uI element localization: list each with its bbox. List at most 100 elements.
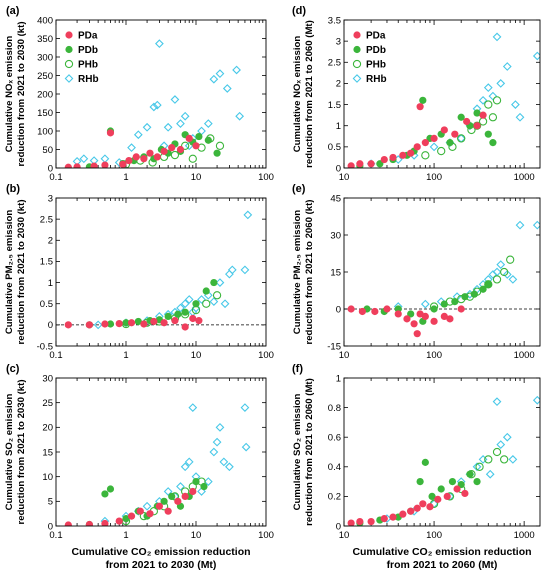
- plot-frame: [343, 19, 541, 169]
- y-tick-label: 100: [37, 126, 53, 137]
- data-point-pda: [73, 163, 81, 168]
- data-point-rhb: [197, 487, 206, 496]
- data-point-pda: [132, 153, 140, 161]
- y-axis-label-line: Cumulative PM₂.₅ emission: [292, 210, 303, 334]
- legend-marker-pda: [353, 31, 361, 39]
- y-tick-label: 0.8: [328, 403, 341, 414]
- data-point-pda: [90, 162, 98, 168]
- data-point-pdb: [419, 96, 427, 104]
- data-point-pdb: [430, 305, 438, 313]
- data-point-pdb: [484, 280, 492, 288]
- data-point-rhb: [232, 65, 241, 75]
- series-rhb: [382, 395, 540, 523]
- y-tick-label: 400: [37, 15, 53, 26]
- x-tick-label: 1: [123, 350, 128, 361]
- y-axis-label-line: reduction from 2021 to 2030 (kt): [16, 199, 27, 344]
- data-point-pda: [421, 139, 429, 147]
- data-point-rhb: [496, 260, 506, 269]
- data-point-pda: [403, 315, 411, 323]
- data-point-rhb: [420, 299, 430, 309]
- y-tick-label: 0.6: [328, 433, 341, 444]
- panel-c: (c) 0.1 1 10 100 0 5 10 15 20 25 30 Cumulative SO₂ e…: [4, 363, 274, 571]
- data-point-pdb: [484, 130, 492, 138]
- data-point-rhb: [508, 275, 518, 284]
- data-point-pdb: [394, 305, 402, 313]
- data-point-phb: [437, 146, 446, 156]
- y-axis-label-line: Cumulative PM₂.₅ emission: [4, 210, 15, 334]
- data-point-pdb: [428, 492, 436, 500]
- data-point-pda: [399, 510, 407, 518]
- y-tick-label: 0: [336, 304, 341, 315]
- legend-label-rhb: RHb: [78, 74, 99, 85]
- data-point-pda: [356, 160, 364, 168]
- y-tick-label: 25: [42, 398, 53, 409]
- x-tick-label: 100: [426, 530, 442, 541]
- data-point-rhb: [219, 457, 229, 467]
- data-point-pda: [85, 321, 93, 329]
- panel-f: (f) 10 100 1000 0 0.2 0.4 0.6 0.8 1 Cumulative SO₂…: [292, 363, 541, 571]
- data-point-pda: [399, 151, 407, 159]
- data-point-pda: [185, 134, 193, 142]
- data-point-pda: [413, 143, 421, 151]
- y-tick-label: 350: [37, 34, 53, 45]
- legend: PDa PDb PHb RHb: [64, 31, 99, 85]
- data-point-pda: [136, 507, 144, 515]
- y-tick-label: 1.5: [328, 100, 341, 111]
- legend-marker-pdb: [353, 45, 361, 54]
- legend-marker-rhb: [352, 74, 362, 83]
- y-tick-label: 0: [48, 521, 53, 532]
- legend-label-pda: PDa: [366, 31, 386, 42]
- data-point-pda: [150, 317, 158, 326]
- data-point-phb: [475, 462, 484, 471]
- series-pda: [347, 305, 465, 338]
- data-point-pdb: [195, 132, 203, 141]
- y-axis-label-line: Cumulative NOₓ emission: [292, 36, 303, 153]
- data-point-pda: [383, 305, 391, 313]
- y-axis-label-line: reduction from 2021 to 2030 (kt): [16, 379, 27, 524]
- data-point-pdb: [202, 287, 210, 295]
- data-point-pda: [446, 315, 454, 323]
- data-point-pda: [181, 492, 189, 500]
- data-point-pda: [463, 117, 471, 126]
- y-tick-label: 0: [336, 163, 341, 174]
- y-axis-label-line: reduction from 2021 to 2060 (Mt): [304, 20, 315, 168]
- data-point-pda: [407, 507, 415, 515]
- data-point-pda: [451, 130, 459, 138]
- data-point-pdb: [446, 139, 454, 147]
- data-point-pda: [358, 307, 366, 316]
- data-point-phb: [188, 154, 197, 163]
- y-tick-label: 0.4: [328, 462, 341, 473]
- y-tick-label: 150: [37, 108, 53, 119]
- series-pda: [64, 314, 203, 331]
- plot-area: [347, 32, 540, 168]
- data-point-pda: [125, 157, 133, 165]
- panel-label: (a): [6, 5, 20, 17]
- data-point-pdb: [451, 298, 459, 306]
- series-rhb: [93, 210, 253, 330]
- plot-frame: [55, 197, 267, 347]
- data-point-phb: [484, 280, 493, 289]
- data-point-pda: [160, 147, 168, 155]
- data-point-pda: [421, 312, 429, 320]
- data-point-rhb: [215, 422, 225, 432]
- y-tick-label: 0.5: [328, 142, 341, 153]
- data-point-rhb: [203, 119, 213, 128]
- series-pdb: [85, 127, 221, 168]
- data-point-rhb: [180, 462, 190, 472]
- data-point-pda: [64, 321, 72, 329]
- x-tick-label: 1000: [514, 350, 535, 361]
- x-tick-label: 0.1: [49, 350, 62, 361]
- data-point-pda: [347, 519, 355, 526]
- data-point-phb: [478, 117, 488, 126]
- data-point-rhb: [155, 39, 164, 49]
- y-axis-label: Cumulative SO₂ emissionreduction from 20…: [4, 379, 27, 524]
- x-tick-label: 1000: [514, 530, 535, 541]
- data-point-pda: [168, 144, 176, 152]
- y-axis-label: Cumulative NOₓ emissionreduction from 20…: [4, 21, 27, 166]
- data-point-rhb: [220, 299, 230, 309]
- y-tick-label: 1.5: [40, 257, 53, 268]
- data-point-rhb: [197, 295, 206, 304]
- data-point-pda: [171, 317, 179, 325]
- data-point-pda: [453, 485, 461, 493]
- y-tick-label: 200: [37, 89, 53, 100]
